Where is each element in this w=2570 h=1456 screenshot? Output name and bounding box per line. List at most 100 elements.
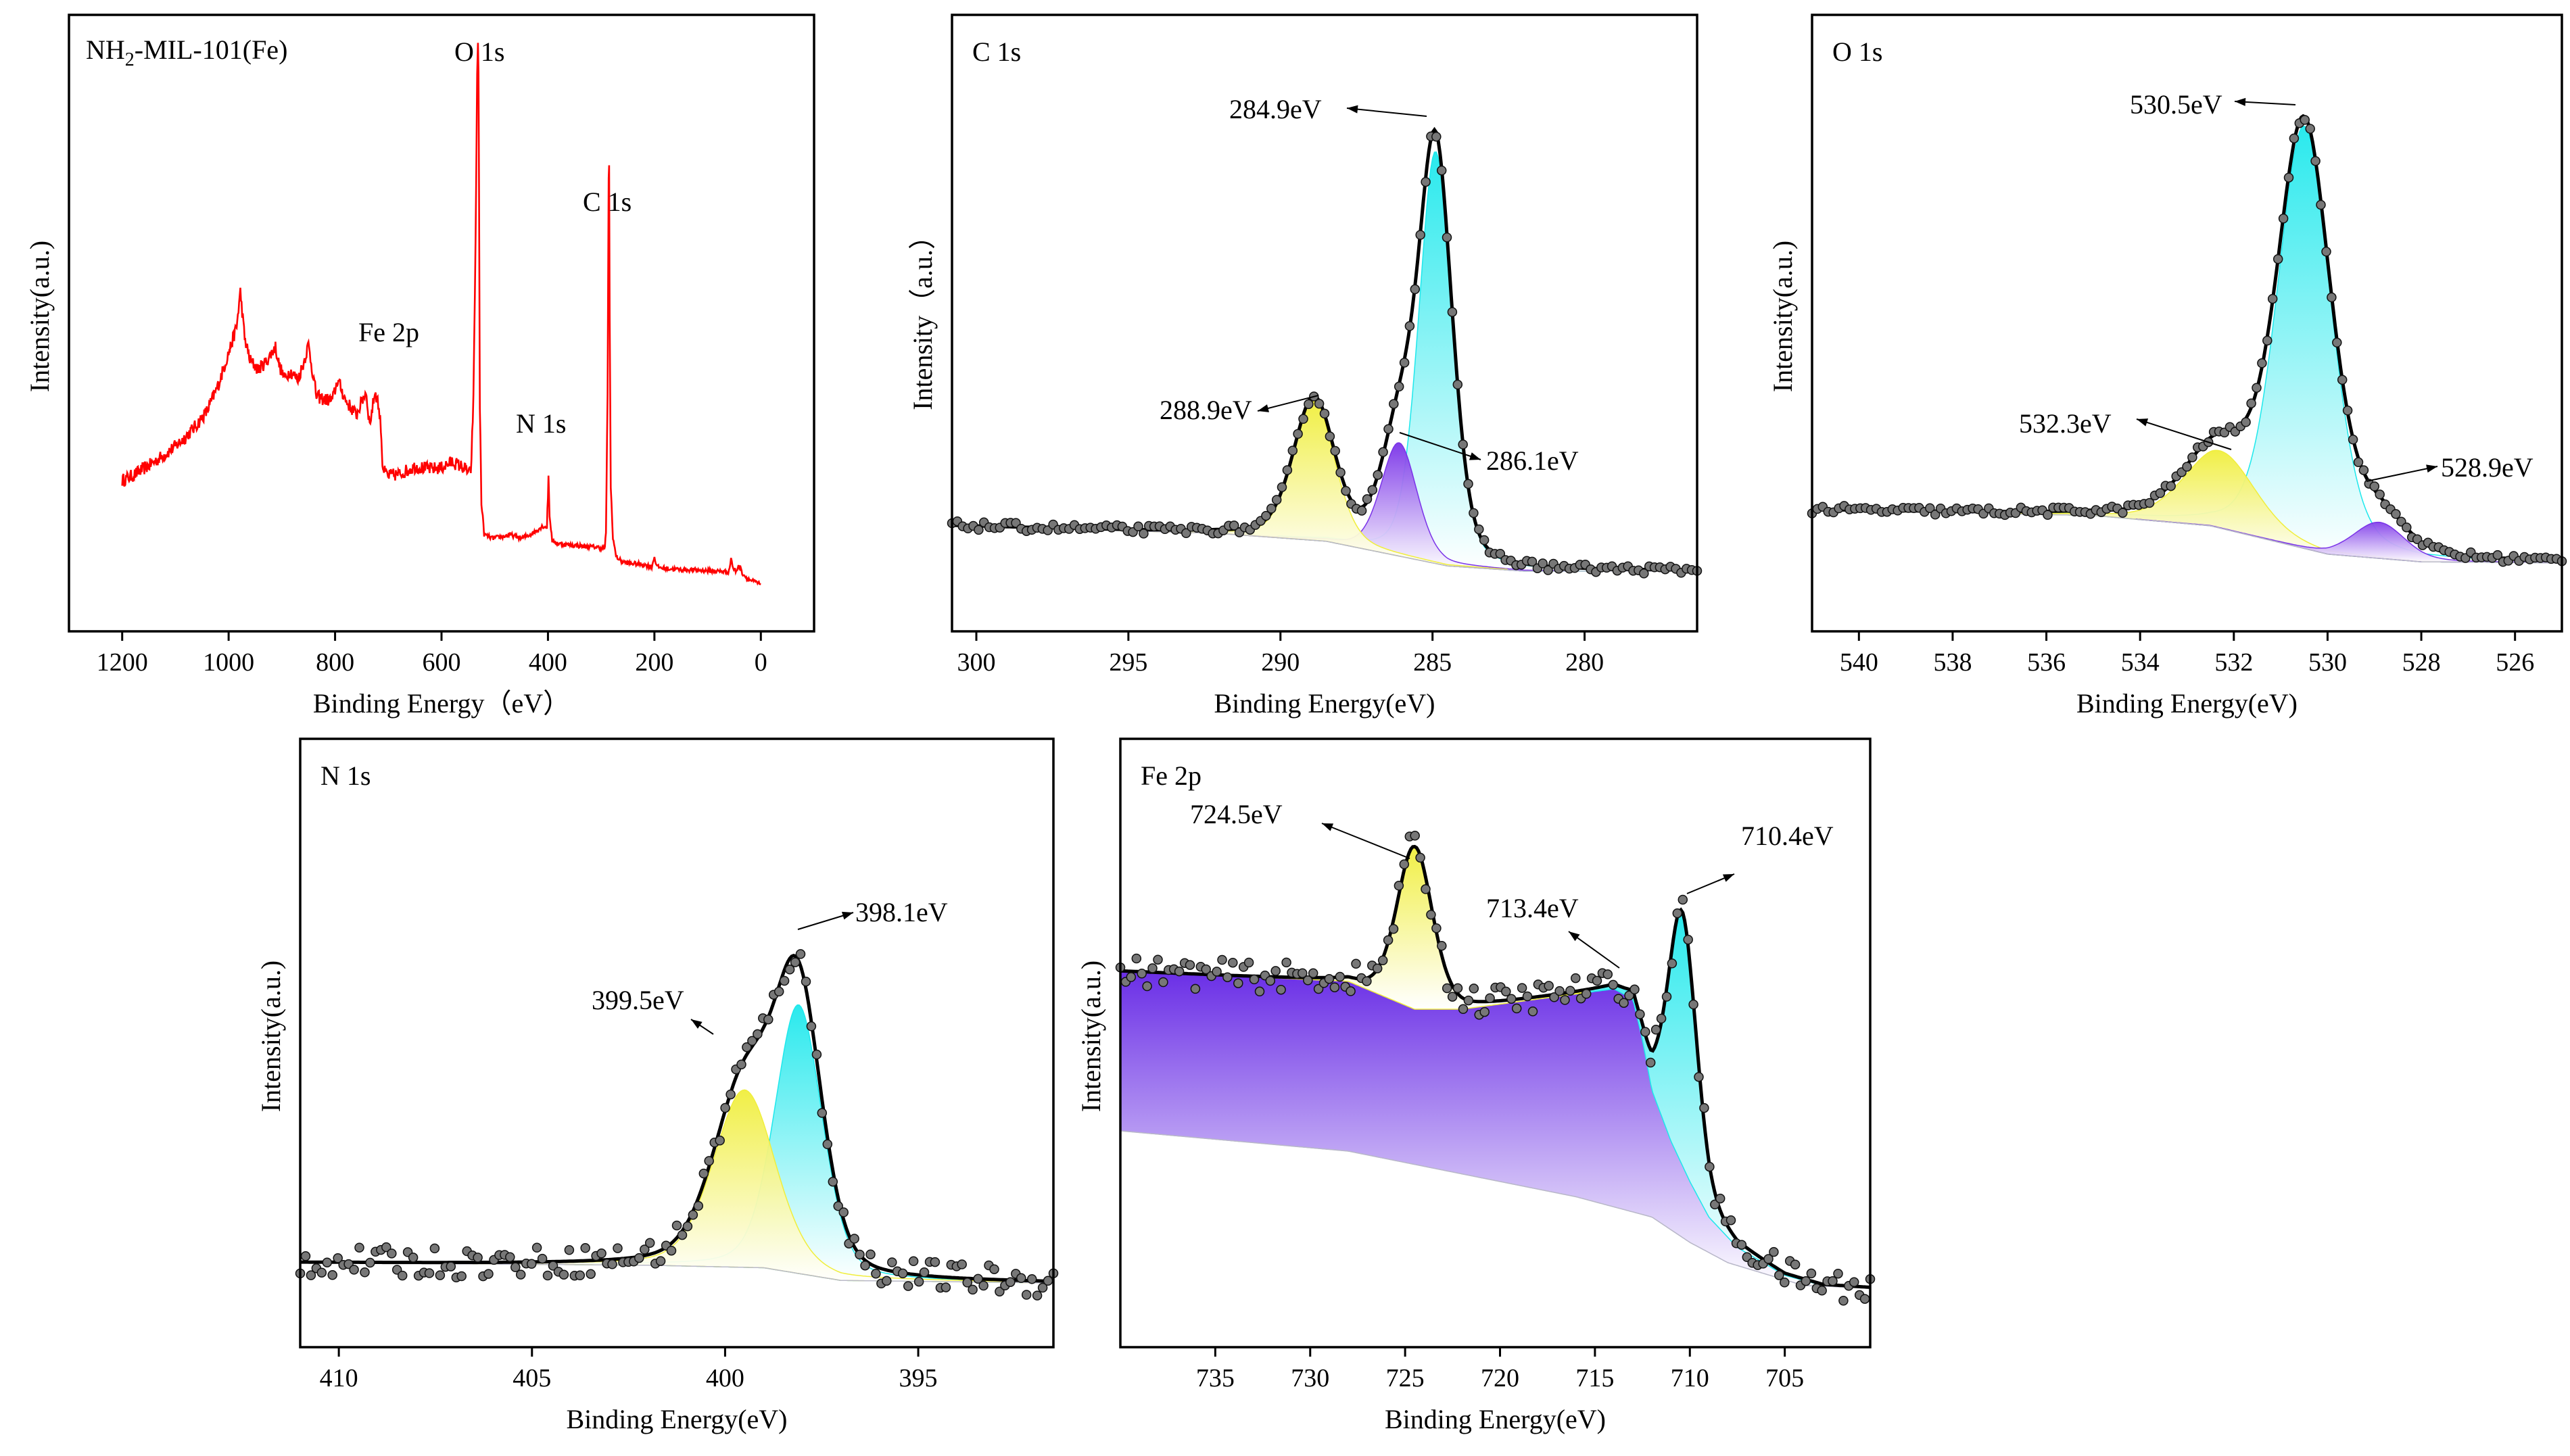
o1s-data-point bbox=[2369, 481, 2380, 491]
n1s-data-point bbox=[817, 1108, 828, 1118]
c1s-data-point bbox=[1479, 535, 1490, 545]
c1s-data-point bbox=[1287, 445, 1298, 456]
fe2p-data-point bbox=[1517, 983, 1527, 993]
n1s-data-point bbox=[306, 1270, 316, 1280]
fe2p-data-point bbox=[1243, 957, 1254, 968]
survey-peak-label: Fe 2p bbox=[358, 317, 419, 347]
fe2p-data-point bbox=[1426, 909, 1436, 920]
n1s-data-point bbox=[774, 986, 784, 997]
o1s-data-point bbox=[1930, 510, 1941, 520]
o1s-data-point bbox=[2267, 293, 2278, 304]
c1s-data-point bbox=[1362, 494, 1373, 504]
fe2p-data-point bbox=[1249, 974, 1260, 985]
fe2p-data-point bbox=[1142, 981, 1152, 992]
o1s-panel: 540 538 536 534 532 530 528 526 Binding Energy(e… bbox=[1767, 14, 2567, 719]
n1s-data-point bbox=[688, 1210, 698, 1220]
o1s-component-peak bbox=[2051, 125, 2557, 564]
n1s-data-point bbox=[682, 1221, 693, 1232]
n1s-data-point bbox=[822, 1139, 833, 1150]
n1s-x-tick-label: 395 bbox=[899, 1364, 938, 1392]
fe2p-arrow-head bbox=[1322, 823, 1334, 831]
c1s-data-point bbox=[1447, 307, 1458, 317]
fe2p-peak-label: 724.5eV bbox=[1190, 799, 1283, 829]
fe2p-data-point bbox=[1372, 963, 1383, 973]
fe2p-data-point bbox=[1126, 972, 1137, 982]
n1s-data-point bbox=[865, 1249, 876, 1259]
c1s-data-point bbox=[1282, 465, 1293, 475]
fe2p-data-point bbox=[1383, 935, 1394, 946]
n1s-data-point bbox=[446, 1261, 456, 1271]
c1s-data-point bbox=[1139, 529, 1149, 539]
n1s-data-point bbox=[790, 957, 801, 967]
n1s-data-point bbox=[575, 1270, 586, 1281]
c1s-data-point bbox=[1319, 408, 1330, 419]
n1s-data-point bbox=[424, 1268, 435, 1278]
c1s-data-point bbox=[1271, 495, 1282, 505]
fe2p-data-point bbox=[1394, 881, 1404, 891]
n1s-data-point bbox=[483, 1269, 494, 1279]
n1s-data-point bbox=[693, 1200, 704, 1211]
c1s-data-point bbox=[1314, 399, 1325, 409]
n1s-data-point bbox=[300, 1251, 311, 1261]
o1s-data-point bbox=[2144, 498, 2155, 508]
c1s-x-axis-title: Binding Energy(eV) bbox=[1214, 688, 1435, 719]
survey-x-tick-label: 1200 bbox=[97, 648, 148, 677]
fe2p-data-point bbox=[1656, 1013, 1667, 1024]
fe2p-data-point bbox=[1463, 995, 1474, 1006]
n1s-data-point bbox=[644, 1238, 655, 1248]
c1s-arrow-head bbox=[1347, 105, 1358, 114]
n1s-data-point bbox=[381, 1242, 391, 1253]
fe2p-peak-label: 710.4eV bbox=[1741, 821, 1834, 851]
survey-x-tick-label: 800 bbox=[316, 648, 354, 677]
fe2p-data-point bbox=[1790, 1259, 1801, 1269]
o1s-data-point bbox=[2278, 214, 2289, 224]
fe2p-data-point bbox=[1667, 958, 1677, 969]
o1s-data-point bbox=[2043, 510, 2053, 520]
fe2p-data-point bbox=[1153, 954, 1163, 965]
n1s-x-tick-label: 400 bbox=[706, 1364, 744, 1392]
n1s-data-point bbox=[677, 1230, 688, 1240]
n1s-data-point bbox=[1021, 1290, 1032, 1300]
fe2p-data-point bbox=[1388, 924, 1399, 934]
c1s-data-point bbox=[1538, 558, 1548, 568]
survey-panel-title: NH2-MIL-101(Fe) bbox=[86, 34, 287, 70]
fe2p-data-point bbox=[1265, 975, 1276, 986]
c1s-data-point bbox=[1383, 424, 1394, 434]
survey-peak-label: O 1s bbox=[454, 37, 504, 67]
fe2p-data-point bbox=[1774, 1270, 1784, 1280]
c1s-x-tick-label: 295 bbox=[1109, 648, 1147, 677]
o1s-x-tick-label: 540 bbox=[1840, 648, 1878, 677]
n1s-data-point bbox=[930, 1257, 941, 1267]
o1s-x-tick-label: 534 bbox=[2121, 648, 2160, 677]
survey-panel: 1200 1000 800 600 400 200 0 Binding Energy（eV） I… bbox=[24, 14, 815, 719]
fe2p-data-point bbox=[1201, 964, 1211, 975]
fe2p-data-point bbox=[1131, 953, 1142, 964]
fe2p-data-point bbox=[1828, 1276, 1838, 1286]
fe2p-data-point bbox=[1158, 977, 1168, 988]
fe2p-data-point bbox=[1362, 976, 1372, 986]
o1s-x-tick-label: 538 bbox=[1933, 648, 1972, 677]
o1s-peak-label: 532.3eV bbox=[2019, 408, 2112, 439]
fe2p-data-point bbox=[1469, 984, 1479, 994]
n1s-data-point bbox=[365, 1257, 375, 1268]
fe2p-data-point bbox=[1699, 1102, 1709, 1113]
n1s-data-point bbox=[397, 1270, 408, 1281]
c1s-data-point bbox=[1181, 528, 1191, 539]
fe2p-data-point bbox=[1185, 960, 1195, 970]
fe2p-data-point bbox=[1415, 852, 1425, 863]
o1s-arrow-head bbox=[2137, 418, 2149, 427]
c1s-peak-label: 284.9eV bbox=[1229, 94, 1322, 124]
fe2p-data-point bbox=[1629, 984, 1640, 995]
c1s-data-point bbox=[1399, 358, 1410, 368]
o1s-x-tick-label: 532 bbox=[2214, 648, 2253, 677]
fe2p-data-point bbox=[1581, 989, 1592, 999]
n1s-data-point bbox=[558, 1269, 569, 1280]
fe2p-data-point bbox=[1298, 968, 1308, 978]
c1s-peak-label: 288.9eV bbox=[1160, 395, 1252, 425]
n1s-data-point bbox=[882, 1276, 892, 1286]
n1s-data-point bbox=[887, 1257, 897, 1267]
c1s-data-point bbox=[1404, 321, 1415, 331]
o1s-panel-title: O 1s bbox=[1832, 37, 1882, 67]
fe2p-panel-title: Fe 2p bbox=[1141, 760, 1201, 791]
survey-x-tick-label: 0 bbox=[755, 648, 767, 677]
